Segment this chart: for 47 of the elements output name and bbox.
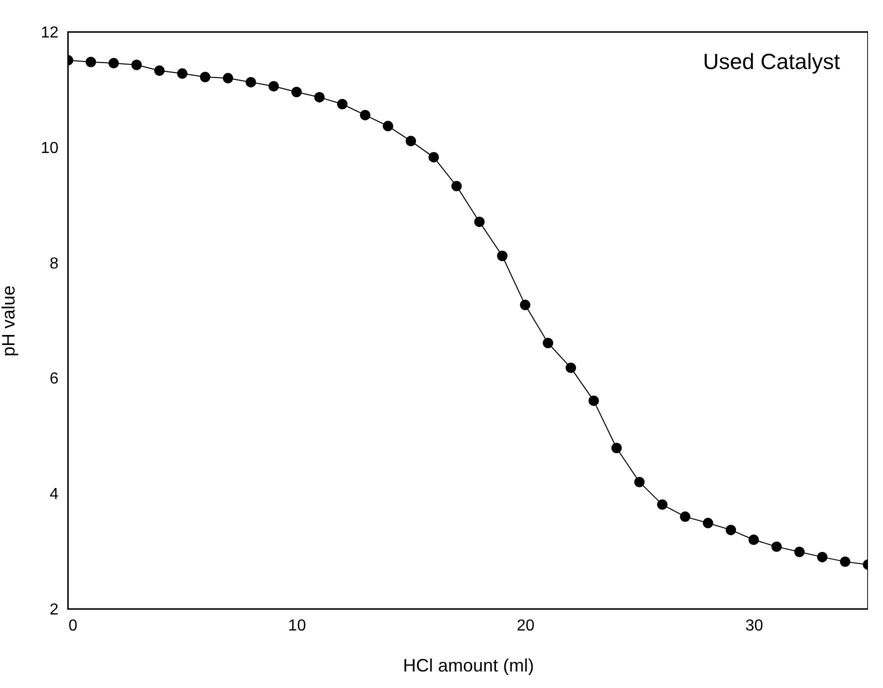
point (177, 68, 188, 79)
point (382, 120, 394, 132)
x-axis-title: HCl amount (ml) (402, 656, 534, 676)
y-tick-label: 6 (50, 370, 59, 388)
point (611, 442, 622, 454)
y-tick-label: 12 (40, 24, 59, 42)
point (771, 541, 782, 552)
point (108, 58, 119, 68)
point (337, 98, 348, 110)
point (680, 511, 690, 522)
point (291, 86, 302, 98)
point (588, 395, 599, 406)
x-tick-label: 0 (68, 618, 78, 634)
x-tick-label: 30 (745, 618, 764, 634)
x-tick-label: 10 (288, 618, 306, 634)
y-axis-title: pH value (0, 285, 19, 357)
point (817, 552, 828, 562)
point (702, 518, 714, 528)
x-tick-label: 20 (516, 618, 535, 634)
point (86, 56, 96, 68)
point (840, 556, 850, 567)
point (406, 136, 416, 146)
point (726, 524, 736, 536)
point (566, 362, 576, 374)
point (246, 76, 256, 88)
y-tick-label: 10 (40, 140, 59, 157)
y-tick-label: 2 (50, 602, 59, 618)
point (474, 216, 485, 228)
point (428, 152, 439, 162)
point (268, 81, 279, 92)
point (154, 65, 165, 76)
point (222, 72, 234, 84)
point (451, 180, 462, 192)
point (497, 250, 508, 262)
annotation: Used Catalyst (703, 49, 840, 74)
point (314, 92, 325, 102)
point (634, 476, 645, 488)
point (657, 499, 668, 510)
point (360, 110, 370, 120)
point (794, 546, 805, 558)
point (542, 338, 554, 348)
point (131, 60, 142, 70)
point (748, 534, 759, 545)
y-tick-label: 8 (50, 255, 59, 272)
point (520, 300, 530, 310)
y-tick-label: 4 (50, 486, 59, 504)
point (200, 72, 210, 82)
